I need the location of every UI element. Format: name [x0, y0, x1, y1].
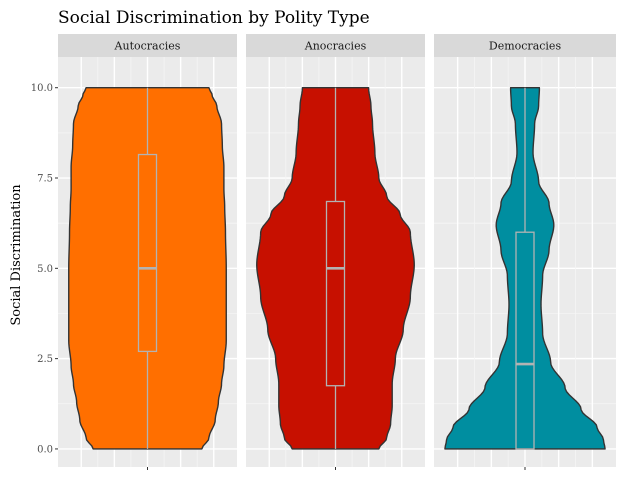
facet-panels: Autocracies Anocracies Democracies — [58, 34, 616, 470]
chart-title: Social Discrimination by Polity Type — [58, 8, 370, 28]
facet-strip-label: Democracies — [489, 40, 562, 53]
facet-strip-label: Anocracies — [304, 40, 367, 53]
y-tick-label: 2.5 — [37, 354, 53, 365]
y-tick-label: 7.5 — [37, 174, 53, 185]
y-tick-label: 10.0 — [31, 83, 53, 94]
facet-panel: Autocracies — [58, 34, 237, 470]
facet-strip — [58, 34, 237, 57]
facet-strip — [434, 34, 616, 57]
y-tick-label: 5.0 — [37, 264, 53, 275]
y-tick-labels: 0.0 2.5 5.0 7.5 10.0 — [31, 83, 58, 455]
facet-panel: Anocracies — [246, 34, 425, 470]
box-iqr — [325, 200, 346, 387]
facet-strip-label: Autocracies — [114, 40, 181, 53]
box-iqr — [137, 153, 158, 353]
violin-shape — [444, 87, 606, 450]
facet-strip — [246, 34, 425, 57]
box-iqr — [515, 231, 535, 450]
y-axis-label: Social Discrimination — [9, 184, 24, 326]
y-tick-label: 0.0 — [37, 444, 53, 455]
facet-panel: Democracies — [434, 34, 616, 470]
